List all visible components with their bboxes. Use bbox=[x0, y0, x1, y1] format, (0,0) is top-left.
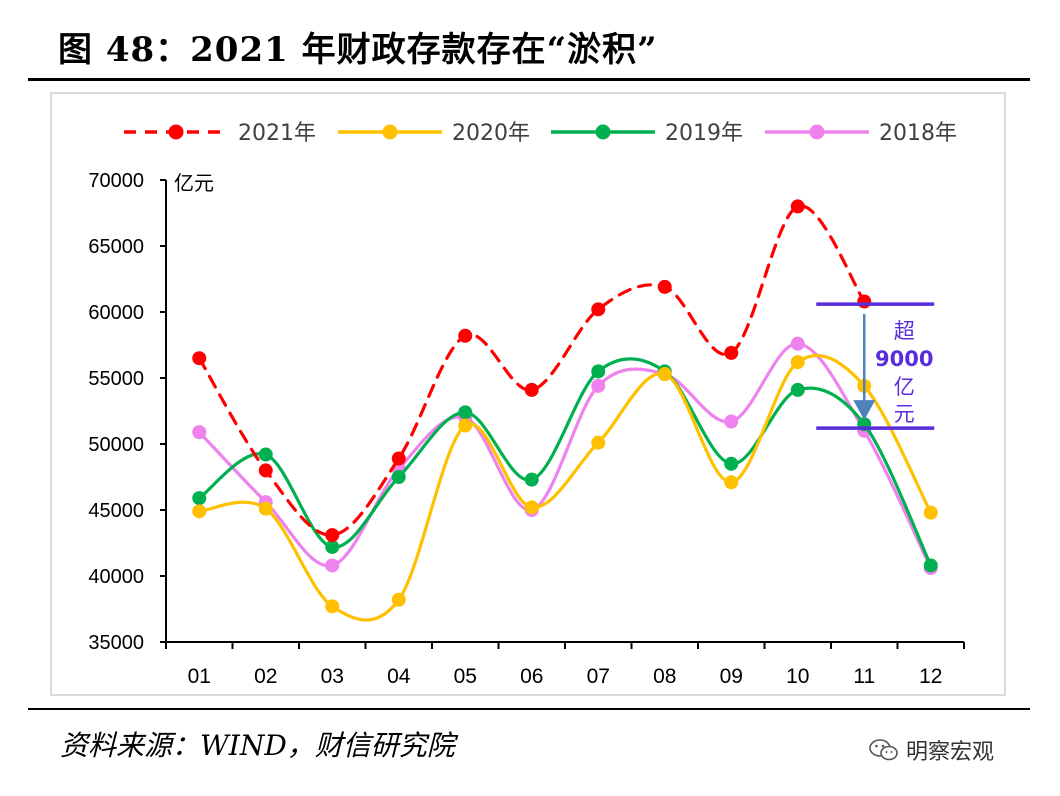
legend-marker-2018年 bbox=[809, 124, 825, 140]
data-point-2019年 bbox=[391, 470, 406, 484]
brand: 明察宏观 bbox=[868, 734, 994, 766]
y-tick-label: 55000 bbox=[88, 368, 144, 390]
x-tick-label: 12 bbox=[919, 665, 942, 688]
data-point-2018年 bbox=[591, 378, 606, 393]
data-point-2021年 bbox=[524, 382, 539, 397]
data-point-2020年 bbox=[325, 599, 340, 614]
data-point-2020年 bbox=[724, 475, 739, 490]
legend: 2021年 2020年 2019年 2018年 bbox=[124, 121, 957, 146]
data-point-2020年 bbox=[790, 355, 805, 370]
brand-name: 明察宏观 bbox=[906, 740, 995, 765]
legend-marker-2019年 bbox=[595, 124, 611, 140]
y-tick-label: 60000 bbox=[88, 302, 144, 324]
series-line-2021年 bbox=[197, 204, 866, 537]
data-point-2020年 bbox=[657, 367, 672, 382]
legend-marker-2021年 bbox=[168, 124, 184, 140]
data-point-2019年 bbox=[524, 472, 539, 487]
data-point-2020年 bbox=[391, 592, 406, 607]
x-tick-label: 03 bbox=[321, 665, 344, 688]
data-point-2018年 bbox=[192, 425, 207, 440]
source-note: 资料来源：WIND，财信研究院 bbox=[60, 729, 455, 762]
x-tick-label: 05 bbox=[454, 665, 477, 688]
series-line-2018年 bbox=[197, 342, 933, 570]
legend-label-2021年: 2021年 bbox=[238, 121, 316, 146]
axes: 35000 40000 45000 50000 55000 60000 65000 70000… bbox=[88, 170, 965, 688]
footer-divider bbox=[28, 708, 1030, 710]
y-axis-unit-label: 亿元 bbox=[174, 171, 214, 195]
data-point-2020年 bbox=[923, 505, 938, 520]
x-tick-label: 11 bbox=[853, 665, 875, 688]
data-point-2019年 bbox=[790, 382, 805, 397]
legend-label-2020年: 2020年 bbox=[452, 121, 530, 146]
annotation-text-line: 超 bbox=[894, 319, 915, 343]
legend-marker-2020年 bbox=[382, 124, 398, 140]
y-tick-label: 50000 bbox=[88, 434, 144, 456]
x-tick-label: 02 bbox=[254, 665, 277, 688]
legend-label-2018年: 2018年 bbox=[879, 121, 957, 146]
data-point-2021年 bbox=[325, 528, 340, 543]
annotation-text-line: 亿 bbox=[894, 375, 915, 399]
chart-title: 图 48：2021 年财政存款存在“淤积” bbox=[58, 30, 658, 70]
data-point-2021年 bbox=[458, 328, 473, 343]
x-tick-label: 06 bbox=[520, 665, 543, 688]
data-point-2018年 bbox=[724, 414, 739, 429]
data-point-2020年 bbox=[258, 501, 273, 516]
data-point-2019年 bbox=[458, 405, 473, 420]
series-line-2019年 bbox=[197, 357, 933, 568]
annotation-arrow-head bbox=[853, 400, 876, 421]
x-tick-label: 09 bbox=[720, 665, 743, 688]
data-point-2019年 bbox=[258, 447, 273, 462]
y-tick-label: 65000 bbox=[88, 236, 144, 258]
data-point-2018年 bbox=[325, 558, 340, 573]
annotation-text-line: 元 bbox=[894, 402, 915, 426]
x-tick-label: 08 bbox=[653, 665, 676, 688]
data-point-2019年 bbox=[724, 456, 739, 471]
series-line-2020年 bbox=[197, 353, 933, 622]
x-tick-label: 07 bbox=[587, 665, 610, 688]
title-divider bbox=[28, 78, 1030, 81]
y-tick-label: 45000 bbox=[88, 500, 144, 522]
annotation: 超 9000 亿元 bbox=[816, 302, 935, 430]
data-point-2021年 bbox=[857, 294, 872, 309]
series-lines bbox=[192, 199, 938, 622]
data-point-2020年 bbox=[591, 435, 606, 450]
data-point-2020年 bbox=[458, 418, 473, 433]
y-tick-label: 70000 bbox=[88, 170, 144, 192]
legend-label-2019年: 2019年 bbox=[665, 121, 743, 146]
wechat-icon bbox=[869, 739, 898, 761]
data-point-2021年 bbox=[657, 279, 672, 294]
x-tick-label: 04 bbox=[387, 665, 411, 688]
y-tick-label: 35000 bbox=[88, 632, 144, 654]
data-point-2021年 bbox=[258, 463, 273, 478]
data-point-2019年 bbox=[591, 364, 606, 379]
x-tick-label: 01 bbox=[188, 665, 211, 688]
data-point-2021年 bbox=[391, 451, 406, 466]
data-point-2021年 bbox=[591, 302, 606, 317]
data-point-2019年 bbox=[923, 558, 938, 573]
x-tick-label: 10 bbox=[786, 665, 809, 688]
data-point-2021年 bbox=[724, 345, 739, 360]
annotation-text-line: 9000 bbox=[875, 347, 933, 371]
data-point-2020年 bbox=[524, 500, 539, 515]
data-point-2019年 bbox=[325, 539, 340, 554]
data-point-2021年 bbox=[192, 351, 207, 366]
data-point-2021年 bbox=[790, 199, 805, 214]
data-point-2018年 bbox=[790, 336, 805, 351]
data-point-2020年 bbox=[192, 504, 207, 519]
chart-frame bbox=[50, 92, 1006, 696]
data-point-2019年 bbox=[192, 491, 207, 506]
y-tick-label: 40000 bbox=[88, 566, 144, 588]
